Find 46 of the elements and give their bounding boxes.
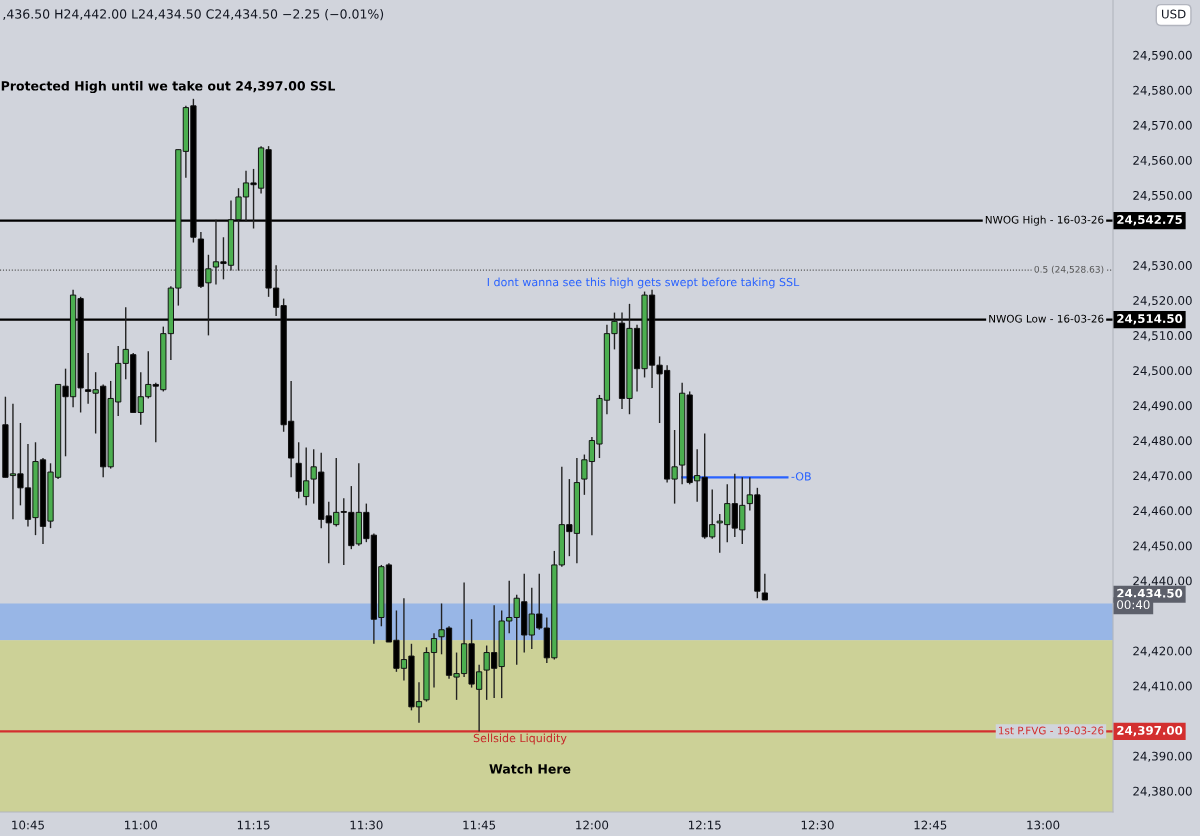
y-tick-label: 24,570.00 <box>1133 120 1192 131</box>
annotation: Watch Here <box>489 763 571 774</box>
y-tick-label: 24,530.00 <box>1133 261 1192 272</box>
x-tick-label: 11:00 <box>125 820 157 830</box>
y-tick-label: 24,550.00 <box>1133 190 1192 202</box>
annotation: I dont wanna see this high gets swept before taking SSL <box>487 277 800 289</box>
y-tick-label: 24,580.00 <box>1133 85 1192 96</box>
x-tick-label: 11:30 <box>350 820 383 830</box>
x-tick-label: 11:45 <box>463 820 496 830</box>
ref-line-label: NWOG High - 16-03-26 <box>985 215 1104 226</box>
y-tick-label: 24,460.00 <box>1133 506 1192 517</box>
x-tick-label: 12:45 <box>914 820 947 830</box>
y-tick-label: 24,380.00 <box>1133 786 1192 797</box>
series-label: -OB <box>791 472 811 481</box>
x-tick-label: 10:45 <box>12 820 44 830</box>
x-tick-label: 12:00 <box>576 820 609 830</box>
ref-line-label: NWOG Low - 16-03-26 <box>989 314 1104 323</box>
text: 24,542.75 <box>1117 215 1182 226</box>
text: 00:40 <box>1117 600 1150 610</box>
annotation: Protected High until we take out 24,397.00 SSL <box>1 80 336 94</box>
y-tick-label: 24,510.00 <box>1133 331 1192 342</box>
text: USD <box>1162 9 1186 19</box>
y-tick-label: 24,520.00 <box>1133 296 1192 307</box>
annotation: Sellside Liquidity <box>473 733 567 745</box>
annotation: ,436.50 H24,442.00 L24,434.50 C24,434.50 −2.25 (−0.01%) <box>3 9 384 21</box>
y-tick-label: 24,450.00 <box>1133 541 1192 552</box>
ref-line-label: 1st P.FVG - 19-03-26 <box>998 726 1104 735</box>
candlestick <box>761 572 768 601</box>
y-tick-label: 24,560.00 <box>1133 155 1192 167</box>
y-tick-label: 24,480.00 <box>1133 436 1192 447</box>
x-tick-label: 12:15 <box>688 820 721 830</box>
y-tick-label: 24,590.00 <box>1133 50 1192 61</box>
ref-line-label: 0.5 (24,528.63) <box>1034 265 1104 274</box>
y-tick-label: 24,440.00 <box>1133 576 1192 587</box>
text: 24,397.00 <box>1117 725 1183 737</box>
y-tick-label: 24,490.00 <box>1133 401 1192 412</box>
y-tick-label: 24,500.00 <box>1133 366 1192 377</box>
x-tick-label: 12:30 <box>801 820 834 830</box>
y-tick-label: 24,420.00 <box>1133 646 1192 657</box>
x-tick-label: 11:15 <box>237 820 270 830</box>
y-tick-label: 24,410.00 <box>1133 681 1192 692</box>
y-tick-label: 24,470.00 <box>1133 471 1192 482</box>
text: 24,434.50 <box>1117 588 1183 600</box>
x-tick-label: 13:00 <box>1027 820 1060 830</box>
text: 24,514.50 <box>1117 314 1183 325</box>
y-tick-label: 24,390.00 <box>1133 751 1192 762</box>
